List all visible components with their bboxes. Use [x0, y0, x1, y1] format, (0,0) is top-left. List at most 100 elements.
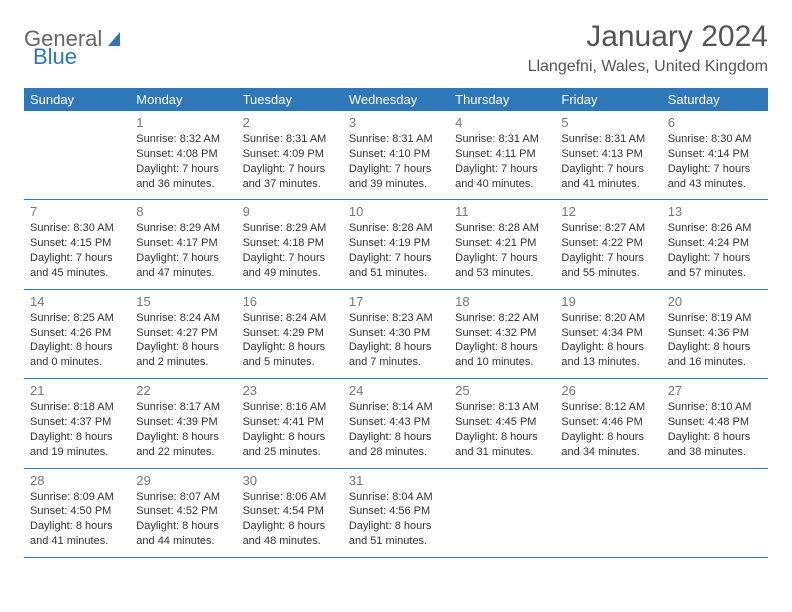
day-number: 8	[136, 204, 230, 219]
day-number: 27	[668, 383, 762, 398]
day-header: Saturday	[662, 88, 768, 111]
calendar-day-cell: 2 Sunrise: 8:31 AMSunset: 4:09 PMDaylight…	[237, 111, 343, 200]
location: Llangefni, Wales, United Kingdom	[528, 58, 768, 76]
calendar-day-cell: 8Sunrise: 8:29 AMSunset: 4:17 PMDaylight…	[130, 200, 236, 289]
month-title: January 2024	[528, 20, 768, 54]
day-number: 28	[30, 473, 124, 488]
day-number: 24	[349, 383, 443, 398]
calendar-day-cell: 21 Sunrise: 8:18 AMSunset: 4:37 PMDayligh…	[24, 379, 130, 468]
calendar-day-cell: 10 Sunrise: 8:28 AMSunset: 4:19 PMDayligh…	[343, 200, 449, 289]
calendar-day-cell: 28 Sunrise: 8:09 AMSunset: 4:50 PMDayligh…	[24, 468, 130, 557]
day-header: Tuesday	[237, 88, 343, 111]
day-details: Sunrise: 8:30 AMSunset: 4:14 PMDaylight:…	[668, 132, 762, 191]
calendar-day-cell	[555, 468, 661, 557]
day-details: Sunrise: 8:20 AMSunset: 4:34 PMDaylight:…	[561, 311, 655, 370]
day-details: Sunrise: 8:23 AMSunset: 4:30 PMDaylight:…	[349, 311, 443, 370]
calendar-week-row: 7 Sunrise: 8:30 AMSunset: 4:15 PMDaylight…	[24, 200, 768, 289]
day-details: Sunrise: 8:30 AMSunset: 4:15 PMDaylight:…	[30, 221, 124, 280]
calendar-day-cell: 30 Sunrise: 8:06 AMSunset: 4:54 PMDayligh…	[237, 468, 343, 557]
calendar-week-row: 1 Sunrise: 8:32 AMSunset: 4:08 PMDaylight…	[24, 111, 768, 200]
day-number: 7	[30, 204, 124, 219]
calendar-day-cell: 5 Sunrise: 8:31 AMSunset: 4:13 PMDaylight…	[555, 111, 661, 200]
calendar-day-cell: 24 Sunrise: 8:14 AMSunset: 4:43 PMDayligh…	[343, 379, 449, 468]
calendar-day-cell: 22 Sunrise: 8:17 AMSunset: 4:39 PMDayligh…	[130, 379, 236, 468]
day-number: 10	[349, 204, 443, 219]
day-details: Sunrise: 8:18 AMSunset: 4:37 PMDaylight:…	[30, 400, 124, 459]
calendar-day-cell: 26Sunrise: 8:12 AMSunset: 4:46 PMDayligh…	[555, 379, 661, 468]
day-details: Sunrise: 8:04 AMSunset: 4:56 PMDaylight:…	[349, 490, 443, 549]
day-details: Sunrise: 8:31 AMSunset: 4:09 PMDaylight:…	[243, 132, 337, 191]
day-number: 1	[136, 115, 230, 130]
calendar-day-cell: 15 Sunrise: 8:24 AMSunset: 4:27 PMDayligh…	[130, 289, 236, 378]
calendar-day-cell: 6Sunrise: 8:30 AMSunset: 4:14 PMDaylight…	[662, 111, 768, 200]
day-number: 13	[668, 204, 762, 219]
day-number: 3	[349, 115, 443, 130]
day-number: 17	[349, 294, 443, 309]
day-details: Sunrise: 8:07 AMSunset: 4:52 PMDaylight:…	[136, 490, 230, 549]
day-details: Sunrise: 8:16 AMSunset: 4:41 PMDaylight:…	[243, 400, 337, 459]
day-number: 18	[455, 294, 549, 309]
calendar-day-cell	[449, 468, 555, 557]
calendar-day-cell	[662, 468, 768, 557]
day-number: 5	[561, 115, 655, 130]
header: General January 2024 Llangefni, Wales, U…	[24, 20, 768, 84]
day-details: Sunrise: 8:26 AMSunset: 4:24 PMDaylight:…	[668, 221, 762, 280]
calendar-day-cell: 23 Sunrise: 8:16 AMSunset: 4:41 PMDayligh…	[237, 379, 343, 468]
day-number: 23	[243, 383, 337, 398]
calendar-day-cell: 1 Sunrise: 8:32 AMSunset: 4:08 PMDaylight…	[130, 111, 236, 200]
day-header: Thursday	[449, 88, 555, 111]
calendar-table: Sunday Monday Tuesday Wednesday Thursday…	[24, 88, 768, 558]
calendar-day-cell: 7 Sunrise: 8:30 AMSunset: 4:15 PMDaylight…	[24, 200, 130, 289]
day-details: Sunrise: 8:28 AMSunset: 4:19 PMDaylight:…	[349, 221, 443, 280]
day-number: 19	[561, 294, 655, 309]
day-details: Sunrise: 8:19 AMSunset: 4:36 PMDaylight:…	[668, 311, 762, 370]
day-details: Sunrise: 8:31 AMSunset: 4:13 PMDaylight:…	[561, 132, 655, 191]
day-number: 31	[349, 473, 443, 488]
calendar-day-cell: 12Sunrise: 8:27 AMSunset: 4:22 PMDayligh…	[555, 200, 661, 289]
calendar-week-row: 14Sunrise: 8:25 AMSunset: 4:26 PMDayligh…	[24, 289, 768, 378]
day-number: 22	[136, 383, 230, 398]
calendar-day-cell: 16Sunrise: 8:24 AMSunset: 4:29 PMDayligh…	[237, 289, 343, 378]
day-number: 16	[243, 294, 337, 309]
day-number: 21	[30, 383, 124, 398]
calendar-day-cell: 25Sunrise: 8:13 AMSunset: 4:45 PMDayligh…	[449, 379, 555, 468]
day-number: 2	[243, 115, 337, 130]
day-details: Sunrise: 8:31 AMSunset: 4:10 PMDaylight:…	[349, 132, 443, 191]
day-details: Sunrise: 8:13 AMSunset: 4:45 PMDaylight:…	[455, 400, 549, 459]
calendar-week-row: 21 Sunrise: 8:18 AMSunset: 4:37 PMDayligh…	[24, 379, 768, 468]
calendar-body: 1 Sunrise: 8:32 AMSunset: 4:08 PMDaylight…	[24, 111, 768, 557]
calendar-day-cell: 27 Sunrise: 8:10 AMSunset: 4:48 PMDayligh…	[662, 379, 768, 468]
calendar-day-cell: 13 Sunrise: 8:26 AMSunset: 4:24 PMDayligh…	[662, 200, 768, 289]
day-details: Sunrise: 8:10 AMSunset: 4:48 PMDaylight:…	[668, 400, 762, 459]
day-number: 11	[455, 204, 549, 219]
calendar-day-cell: 11Sunrise: 8:28 AMSunset: 4:21 PMDayligh…	[449, 200, 555, 289]
calendar-day-cell: 4 Sunrise: 8:31 AMSunset: 4:11 PMDaylight…	[449, 111, 555, 200]
day-details: Sunrise: 8:22 AMSunset: 4:32 PMDaylight:…	[455, 311, 549, 370]
day-number: 14	[30, 294, 124, 309]
day-number: 15	[136, 294, 230, 309]
day-number: 29	[136, 473, 230, 488]
day-details: Sunrise: 8:09 AMSunset: 4:50 PMDaylight:…	[30, 490, 124, 549]
calendar-day-cell: 31 Sunrise: 8:04 AMSunset: 4:56 PMDayligh…	[343, 468, 449, 557]
day-details: Sunrise: 8:17 AMSunset: 4:39 PMDaylight:…	[136, 400, 230, 459]
day-details: Sunrise: 8:32 AMSunset: 4:08 PMDaylight:…	[136, 132, 230, 191]
day-details: Sunrise: 8:29 AMSunset: 4:18 PMDaylight:…	[243, 221, 337, 280]
day-number: 9	[243, 204, 337, 219]
calendar-day-cell: 14Sunrise: 8:25 AMSunset: 4:26 PMDayligh…	[24, 289, 130, 378]
calendar-day-cell: 29 Sunrise: 8:07 AMSunset: 4:52 PMDayligh…	[130, 468, 236, 557]
day-details: Sunrise: 8:06 AMSunset: 4:54 PMDaylight:…	[243, 490, 337, 549]
day-number: 4	[455, 115, 549, 130]
calendar-day-cell: 18 Sunrise: 8:22 AMSunset: 4:32 PMDayligh…	[449, 289, 555, 378]
day-number: 30	[243, 473, 337, 488]
day-details: Sunrise: 8:14 AMSunset: 4:43 PMDaylight:…	[349, 400, 443, 459]
calendar-day-cell: 17 Sunrise: 8:23 AMSunset: 4:30 PMDayligh…	[343, 289, 449, 378]
day-details: Sunrise: 8:31 AMSunset: 4:11 PMDaylight:…	[455, 132, 549, 191]
calendar-week-row: 28 Sunrise: 8:09 AMSunset: 4:50 PMDayligh…	[24, 468, 768, 557]
calendar-day-cell: 9 Sunrise: 8:29 AMSunset: 4:18 PMDaylight…	[237, 200, 343, 289]
logo-text-blue: Blue	[33, 44, 77, 70]
day-number: 20	[668, 294, 762, 309]
logo-sail-icon	[106, 30, 126, 48]
day-details: Sunrise: 8:24 AMSunset: 4:27 PMDaylight:…	[136, 311, 230, 370]
calendar-day-cell: 20 Sunrise: 8:19 AMSunset: 4:36 PMDayligh…	[662, 289, 768, 378]
day-header: Monday	[130, 88, 236, 111]
